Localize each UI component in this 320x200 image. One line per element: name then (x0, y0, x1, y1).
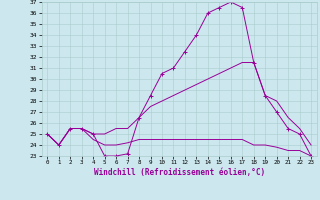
X-axis label: Windchill (Refroidissement éolien,°C): Windchill (Refroidissement éolien,°C) (94, 168, 265, 177)
